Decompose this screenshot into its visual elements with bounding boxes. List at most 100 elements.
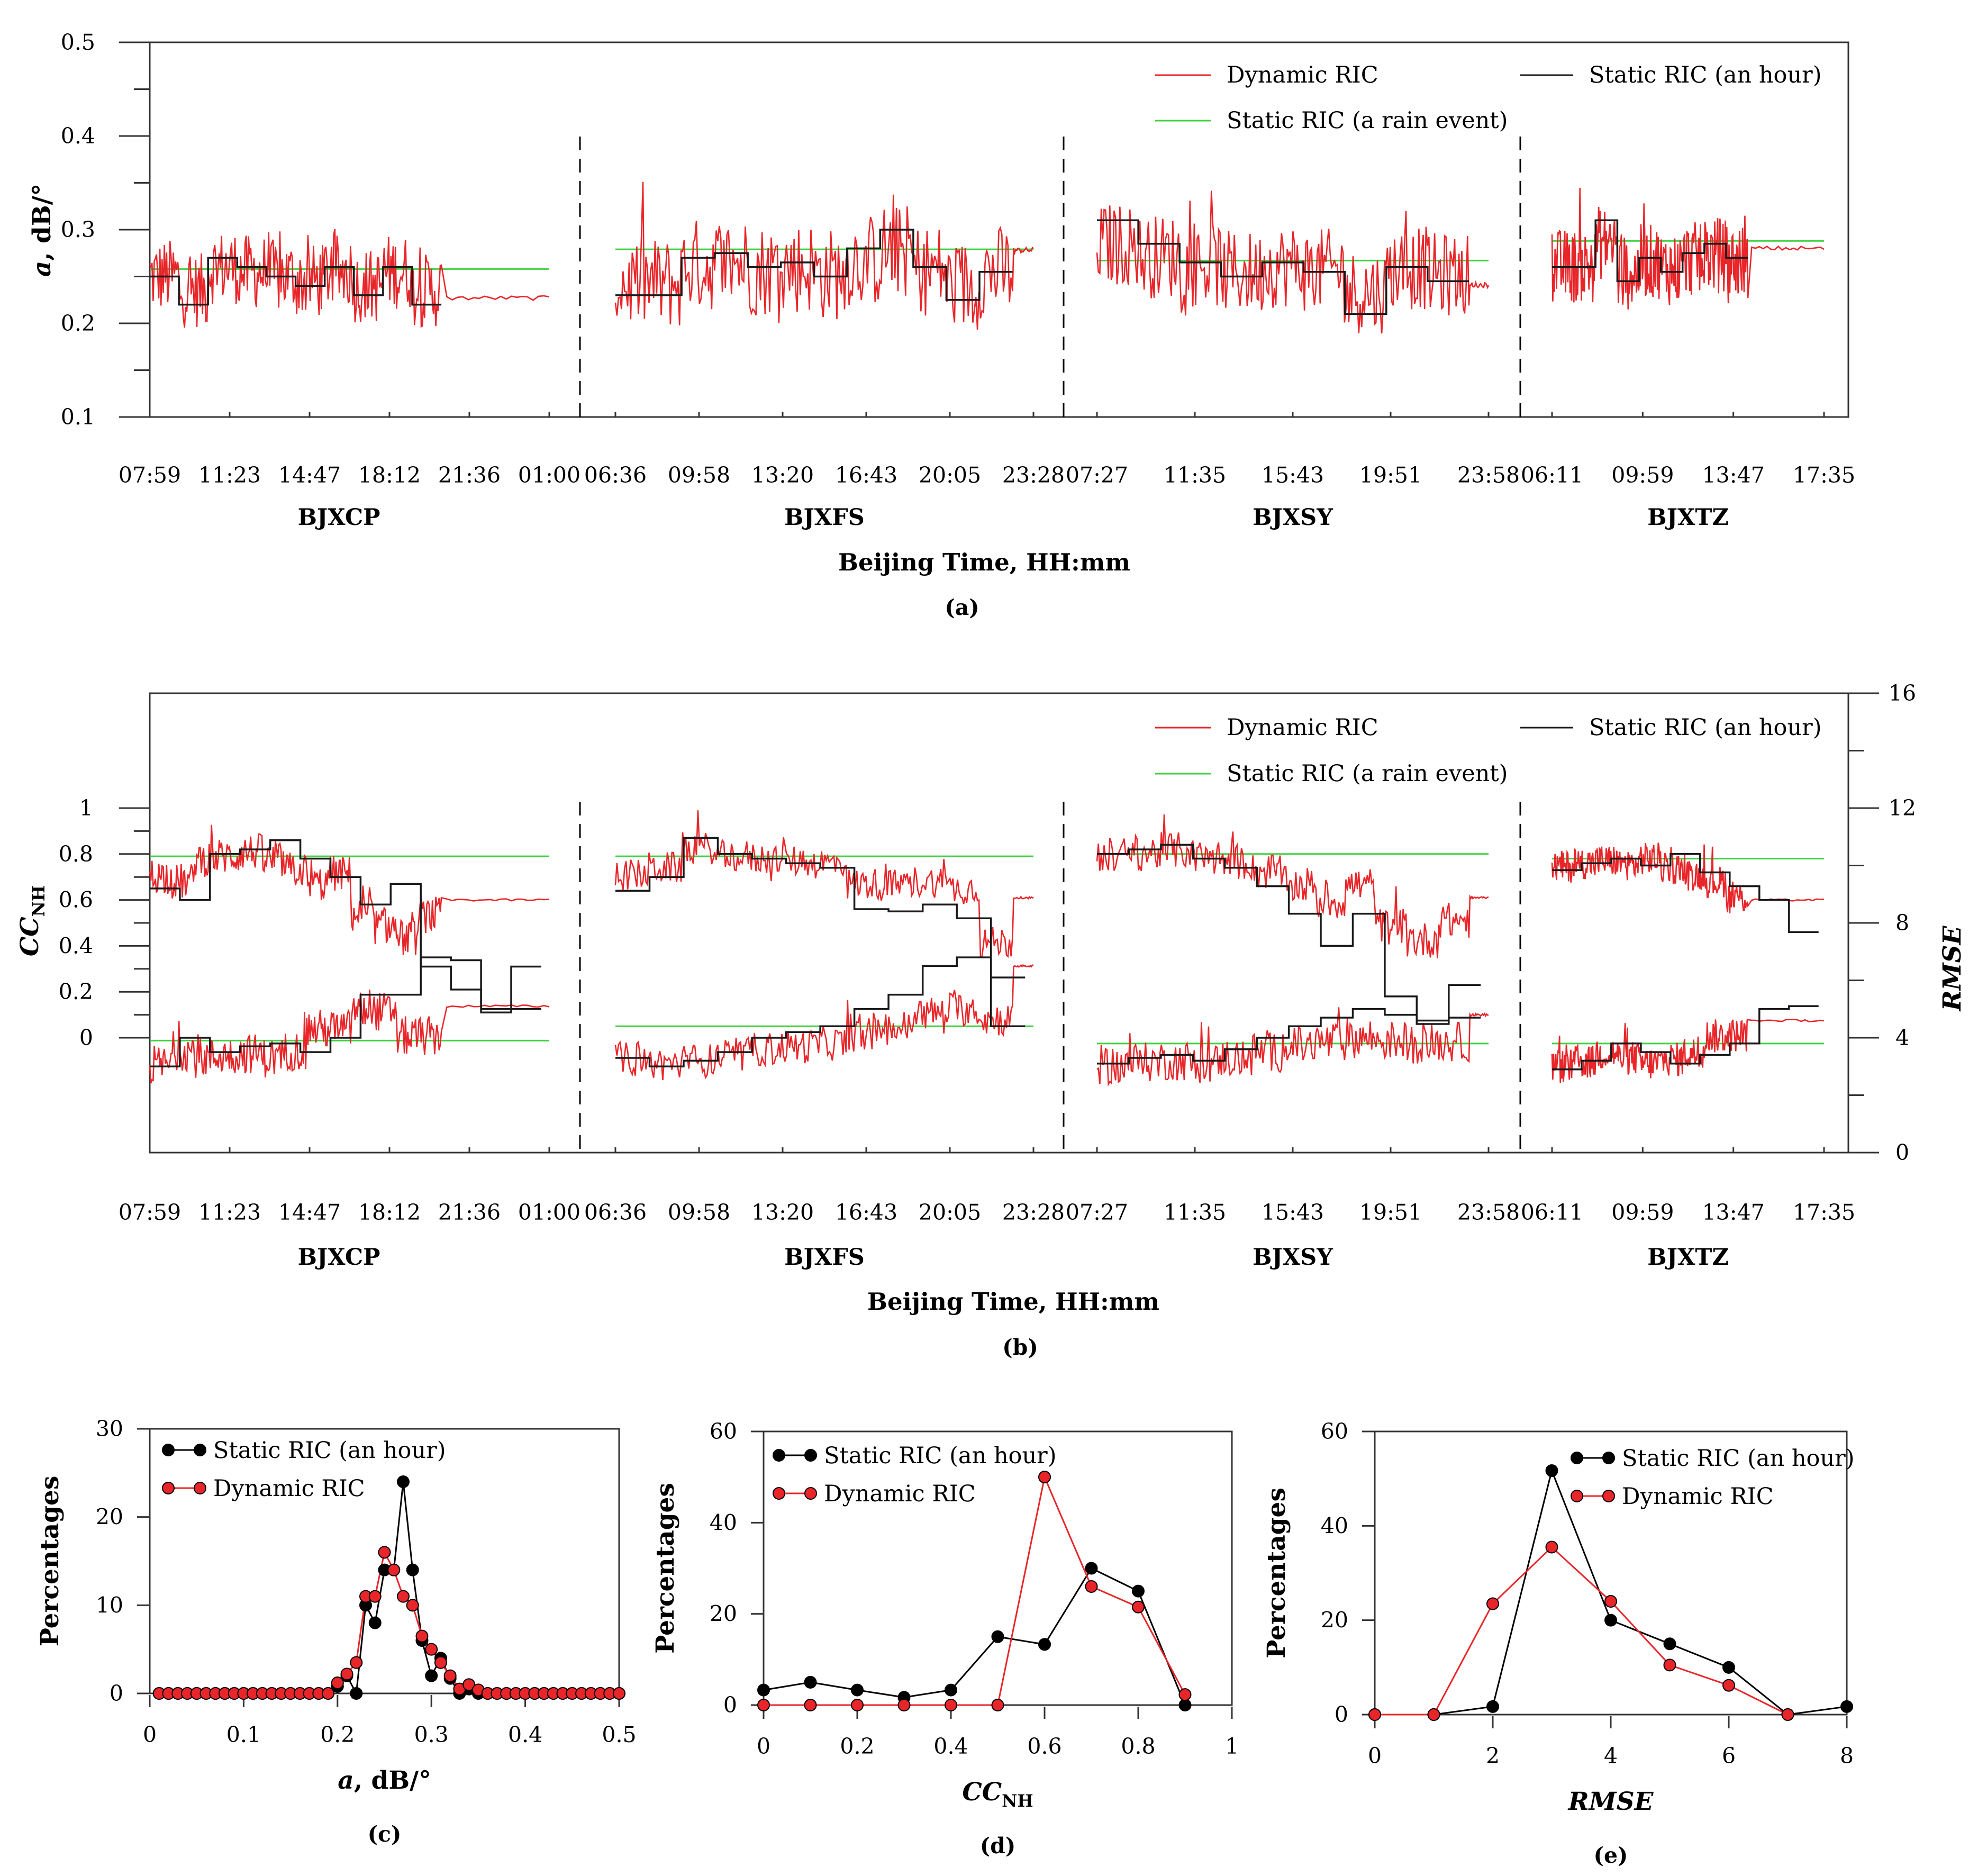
x-tick-label: 0.3 <box>414 1722 449 1747</box>
dynamic-point <box>897 1699 911 1711</box>
dynamic-point <box>396 1590 410 1603</box>
dynamic-point <box>1427 1708 1440 1721</box>
legend-static-hour-marker <box>1571 1452 1583 1464</box>
panel-c: 0 10 20 30 0 0.1 0.2 0.3 0.4 0.5 Static RIC (an ho… <box>35 1416 637 1847</box>
static-hour-series-line <box>1375 1468 1847 1716</box>
static-hour-point <box>1663 1637 1676 1651</box>
rmse-dynamic-line <box>1096 1007 1489 1087</box>
dynamic-point <box>757 1699 770 1711</box>
x-tick-label: 0.2 <box>840 1734 874 1759</box>
panel-caption: (d) <box>980 1833 1015 1859</box>
x-tick-label: 0 <box>757 1734 770 1759</box>
cc-static-hour-line <box>615 837 1026 1028</box>
axes-frame <box>149 1428 620 1694</box>
static-hour-point <box>1604 1614 1617 1627</box>
axes-frame <box>149 692 1849 1154</box>
time-tick-label: 11:35 <box>1164 463 1226 488</box>
time-tick-label: 13:20 <box>751 1200 814 1225</box>
cc-static-hour-line <box>150 839 541 1014</box>
rmse-static-hour-line <box>1097 1008 1481 1065</box>
y-tick-label: 0.5 <box>61 30 95 55</box>
static-hour-point <box>1038 1638 1051 1651</box>
station-name: BJXSY <box>1253 1244 1333 1271</box>
dynamic-point <box>1132 1600 1145 1614</box>
y-tick-label-left: 0.4 <box>59 933 93 958</box>
y-tick-label: 20 <box>96 1505 123 1530</box>
dynamic-point <box>368 1590 382 1603</box>
legend-static-hour-marker <box>773 1449 785 1462</box>
dynamic-ric-line <box>149 229 550 328</box>
panel-caption: (a) <box>945 595 979 620</box>
cc-dynamic-line <box>149 824 550 955</box>
x-axis-title: a, dB/° <box>338 1766 431 1795</box>
time-tick-label: 11:35 <box>1164 1200 1226 1225</box>
x-tick-label: 0.8 <box>1121 1734 1155 1759</box>
y-tick-label: 10 <box>96 1592 123 1618</box>
legend-static-hour-label: Static RIC (an hour) <box>1589 714 1821 741</box>
rmse-static-hour-line <box>1552 1005 1819 1071</box>
time-tick-label: 06:11 <box>1521 463 1583 488</box>
time-tick-label: 07:27 <box>1066 1200 1128 1225</box>
y-tick-label: 0 <box>1335 1702 1348 1727</box>
time-tick-label: 16:43 <box>835 1200 897 1225</box>
time-tick-label: 06:11 <box>1521 1200 1583 1225</box>
panel-caption: (e) <box>1594 1843 1628 1868</box>
y-tick-label-left: 0.2 <box>59 979 93 1004</box>
panel-caption: (c) <box>368 1821 402 1847</box>
x-tick-label: 4 <box>1604 1743 1618 1769</box>
panel-a: 0.1 0.2 0.3 0.4 0.5 07:59 11:23 14:47 18:12 21:36… <box>28 30 1855 620</box>
time-tick-label: 09:58 <box>668 1200 730 1225</box>
rmse-dynamic-line <box>1551 1019 1825 1083</box>
static-hour-series-line <box>159 1481 619 1697</box>
static-hour-line <box>150 257 442 306</box>
cc-dynamic-line <box>1551 842 1825 913</box>
dynamic-point <box>851 1699 864 1711</box>
x-tick-label: 0.5 <box>602 1722 636 1747</box>
dynamic-point <box>1604 1595 1617 1608</box>
static-hour-point <box>350 1687 363 1700</box>
y-tick-label-right: 16 <box>1889 681 1916 706</box>
legend-dynamic-marker <box>194 1482 206 1494</box>
static-hour-series-line <box>763 1567 1186 1706</box>
legend-static-hour-label: Static RIC (an hour) <box>213 1437 446 1464</box>
x-tick-label: 0.1 <box>226 1722 261 1747</box>
x-axis-title: CCNH <box>962 1778 1033 1811</box>
x-tick-label: 1 <box>1225 1734 1239 1759</box>
time-tick-label: 11:23 <box>198 463 261 488</box>
time-tick-label: 06:36 <box>584 1200 647 1225</box>
dynamic-point <box>387 1563 401 1576</box>
dynamic-point <box>1545 1540 1558 1554</box>
time-tick-label: 09:59 <box>1611 1200 1674 1225</box>
legend-dynamic-marker <box>1602 1490 1615 1502</box>
static-hour-line <box>1552 219 1748 283</box>
cc-dynamic-line <box>1096 814 1489 959</box>
time-tick-label: 09:59 <box>1611 463 1674 488</box>
time-tick-label: 01:00 <box>518 1200 580 1225</box>
time-tick-label: 06:36 <box>584 463 647 488</box>
time-tick-label: 07:27 <box>1066 463 1128 488</box>
y-tick-label-left: 1 <box>79 795 93 821</box>
x-tick-label: 0.6 <box>1027 1734 1061 1759</box>
dynamic-point <box>378 1546 391 1559</box>
time-tick-label: 23:28 <box>1002 1200 1065 1225</box>
rmse-static-hour-line <box>615 956 1026 1068</box>
x-tick-label: 0.2 <box>320 1722 355 1747</box>
dynamic-point <box>1663 1659 1676 1672</box>
dynamic-point <box>804 1699 817 1711</box>
legend-dynamic-marker <box>804 1487 817 1500</box>
x-tick-label: 0 <box>143 1722 157 1747</box>
legend-static-hour-label: Static RIC (an hour) <box>1589 62 1821 88</box>
x-tick-label: 2 <box>1486 1743 1500 1769</box>
time-tick-label: 23:58 <box>1457 463 1520 488</box>
y-tick-label: 0.3 <box>61 217 95 242</box>
static-hour-point <box>406 1563 419 1576</box>
dynamic-point <box>1178 1688 1192 1701</box>
y-axis-title: Percentages <box>35 1476 65 1647</box>
y-tick-label-right: 12 <box>1889 795 1916 821</box>
dynamic-point <box>1038 1471 1051 1484</box>
time-tick-label: 18:12 <box>358 463 421 488</box>
y-tick-label: 0.4 <box>61 123 95 149</box>
time-tick-label: 07:59 <box>119 463 181 488</box>
static-hour-point <box>425 1669 438 1682</box>
